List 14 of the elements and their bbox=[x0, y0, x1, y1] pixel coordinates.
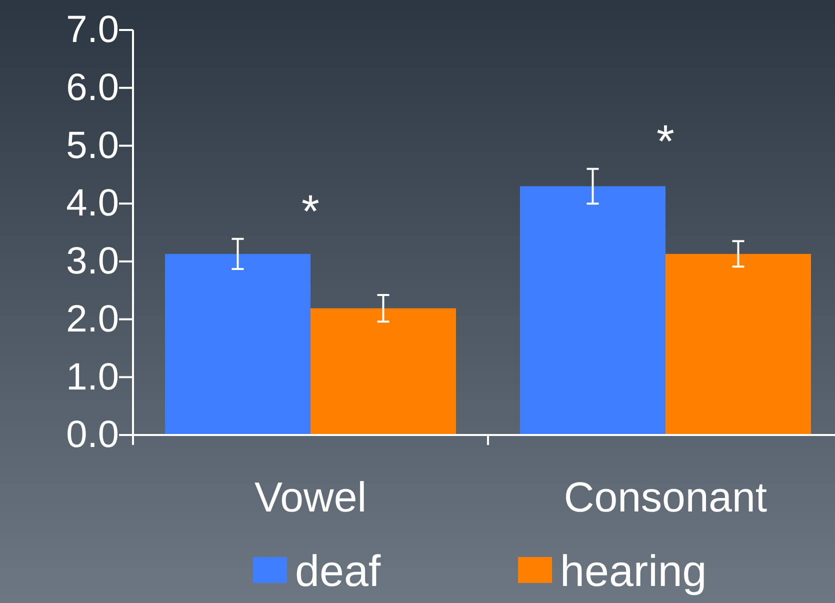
y-tick-label: 2.0 bbox=[66, 298, 119, 340]
y-tick-label: 3.0 bbox=[66, 240, 119, 283]
y-tick-label: 4.0 bbox=[66, 182, 119, 225]
y-tick-label: 7.0 bbox=[66, 9, 119, 52]
y-tick-label: 1.0 bbox=[66, 356, 119, 398]
x-tick-label: Consonant bbox=[564, 474, 768, 520]
legend-label: hearing bbox=[560, 547, 707, 596]
x-tick-label: Vowel bbox=[254, 474, 367, 520]
legend-label: deaf bbox=[295, 547, 382, 596]
annotation: * bbox=[656, 114, 675, 167]
y-tick-label: 5.0 bbox=[66, 124, 119, 167]
y-tick-label: 0.0 bbox=[66, 414, 119, 456]
y-tick-label: 6.0 bbox=[66, 67, 119, 110]
annotation: * bbox=[302, 184, 320, 237]
